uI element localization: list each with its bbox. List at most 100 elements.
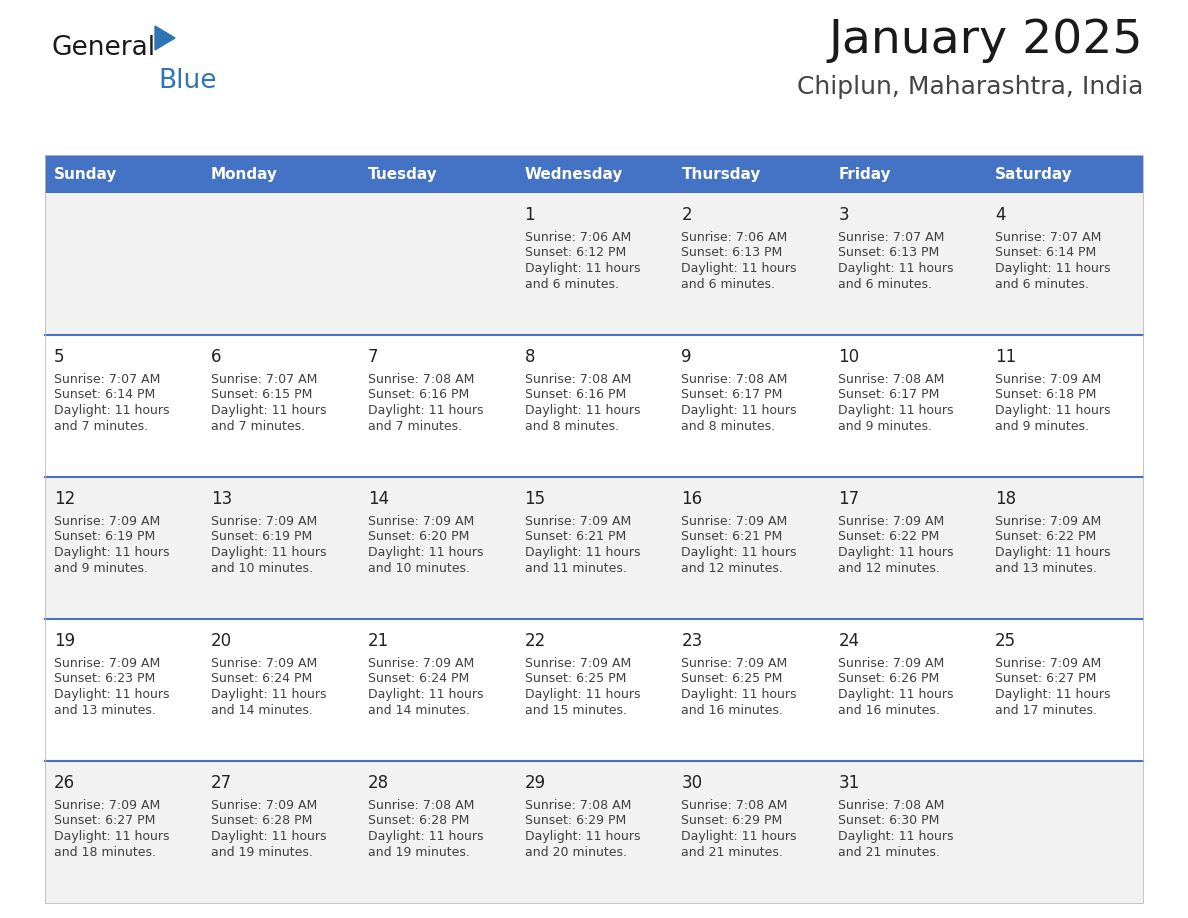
- Text: and 6 minutes.: and 6 minutes.: [525, 277, 619, 290]
- Text: Sunrise: 7:09 AM: Sunrise: 7:09 AM: [839, 657, 944, 670]
- Text: Sunset: 6:12 PM: Sunset: 6:12 PM: [525, 247, 626, 260]
- Text: Sunset: 6:22 PM: Sunset: 6:22 PM: [996, 531, 1097, 543]
- Text: 11: 11: [996, 348, 1017, 366]
- Text: Sunset: 6:26 PM: Sunset: 6:26 PM: [839, 673, 940, 686]
- Text: Sunrise: 7:08 AM: Sunrise: 7:08 AM: [525, 373, 631, 386]
- Text: and 6 minutes.: and 6 minutes.: [996, 277, 1089, 290]
- Text: Monday: Monday: [210, 166, 278, 182]
- Text: Daylight: 11 hours: Daylight: 11 hours: [525, 830, 640, 843]
- Text: and 20 minutes.: and 20 minutes.: [525, 845, 626, 858]
- Text: Sunrise: 7:06 AM: Sunrise: 7:06 AM: [682, 231, 788, 244]
- Text: 6: 6: [210, 348, 221, 366]
- Text: Sunrise: 7:08 AM: Sunrise: 7:08 AM: [839, 799, 944, 812]
- Text: Sunset: 6:30 PM: Sunset: 6:30 PM: [839, 814, 940, 827]
- Bar: [45, 619, 1143, 761]
- Text: Sunrise: 7:09 AM: Sunrise: 7:09 AM: [839, 515, 944, 528]
- Text: and 10 minutes.: and 10 minutes.: [368, 562, 469, 575]
- Text: 27: 27: [210, 774, 232, 792]
- Text: Chiplun, Maharashtra, India: Chiplun, Maharashtra, India: [797, 75, 1143, 99]
- Text: and 19 minutes.: and 19 minutes.: [210, 845, 312, 858]
- Text: Sunset: 6:24 PM: Sunset: 6:24 PM: [210, 673, 312, 686]
- Text: and 8 minutes.: and 8 minutes.: [525, 420, 619, 432]
- Text: Sunset: 6:21 PM: Sunset: 6:21 PM: [682, 531, 783, 543]
- Text: Sunrise: 7:08 AM: Sunrise: 7:08 AM: [368, 799, 474, 812]
- Text: Daylight: 11 hours: Daylight: 11 hours: [839, 830, 954, 843]
- Text: Sunset: 6:23 PM: Sunset: 6:23 PM: [53, 673, 156, 686]
- Text: Daylight: 11 hours: Daylight: 11 hours: [996, 404, 1111, 417]
- Text: Sunrise: 7:08 AM: Sunrise: 7:08 AM: [525, 799, 631, 812]
- Text: Daylight: 11 hours: Daylight: 11 hours: [210, 546, 327, 559]
- Text: Sunrise: 7:07 AM: Sunrise: 7:07 AM: [210, 373, 317, 386]
- Text: 30: 30: [682, 774, 702, 792]
- Text: 4: 4: [996, 206, 1006, 224]
- Text: and 7 minutes.: and 7 minutes.: [368, 420, 462, 432]
- Text: and 16 minutes.: and 16 minutes.: [839, 703, 940, 717]
- Text: and 6 minutes.: and 6 minutes.: [839, 277, 933, 290]
- Text: 7: 7: [368, 348, 378, 366]
- Text: Daylight: 11 hours: Daylight: 11 hours: [839, 688, 954, 701]
- Text: and 12 minutes.: and 12 minutes.: [682, 562, 783, 575]
- Text: Daylight: 11 hours: Daylight: 11 hours: [682, 830, 797, 843]
- Text: 13: 13: [210, 490, 232, 508]
- Text: 10: 10: [839, 348, 859, 366]
- Text: Sunrise: 7:06 AM: Sunrise: 7:06 AM: [525, 231, 631, 244]
- Text: Sunrise: 7:07 AM: Sunrise: 7:07 AM: [996, 231, 1101, 244]
- Text: and 6 minutes.: and 6 minutes.: [682, 277, 776, 290]
- Text: Daylight: 11 hours: Daylight: 11 hours: [996, 546, 1111, 559]
- Text: Sunrise: 7:09 AM: Sunrise: 7:09 AM: [210, 657, 317, 670]
- Text: 31: 31: [839, 774, 860, 792]
- Text: Daylight: 11 hours: Daylight: 11 hours: [525, 404, 640, 417]
- Bar: [45, 335, 1143, 477]
- Text: Sunrise: 7:09 AM: Sunrise: 7:09 AM: [53, 515, 160, 528]
- Text: 25: 25: [996, 632, 1016, 650]
- Text: Daylight: 11 hours: Daylight: 11 hours: [210, 688, 327, 701]
- Text: Sunset: 6:20 PM: Sunset: 6:20 PM: [368, 531, 469, 543]
- Text: Sunset: 6:19 PM: Sunset: 6:19 PM: [210, 531, 312, 543]
- Text: 8: 8: [525, 348, 535, 366]
- Text: Sunrise: 7:09 AM: Sunrise: 7:09 AM: [525, 515, 631, 528]
- Text: Daylight: 11 hours: Daylight: 11 hours: [996, 688, 1111, 701]
- Text: Sunrise: 7:09 AM: Sunrise: 7:09 AM: [53, 799, 160, 812]
- Text: and 9 minutes.: and 9 minutes.: [996, 420, 1089, 432]
- Text: Daylight: 11 hours: Daylight: 11 hours: [525, 546, 640, 559]
- Text: Daylight: 11 hours: Daylight: 11 hours: [368, 688, 484, 701]
- Text: Sunset: 6:19 PM: Sunset: 6:19 PM: [53, 531, 156, 543]
- Text: 21: 21: [368, 632, 388, 650]
- Text: and 17 minutes.: and 17 minutes.: [996, 703, 1098, 717]
- Text: Sunrise: 7:09 AM: Sunrise: 7:09 AM: [210, 799, 317, 812]
- Text: Daylight: 11 hours: Daylight: 11 hours: [839, 262, 954, 275]
- Text: Daylight: 11 hours: Daylight: 11 hours: [525, 688, 640, 701]
- Text: and 13 minutes.: and 13 minutes.: [53, 703, 156, 717]
- Text: 23: 23: [682, 632, 702, 650]
- Bar: [45, 193, 1143, 335]
- Text: Sunset: 6:27 PM: Sunset: 6:27 PM: [996, 673, 1097, 686]
- Text: Sunrise: 7:09 AM: Sunrise: 7:09 AM: [368, 657, 474, 670]
- Text: Blue: Blue: [158, 68, 216, 94]
- Text: and 14 minutes.: and 14 minutes.: [210, 703, 312, 717]
- Text: 14: 14: [368, 490, 388, 508]
- Bar: [45, 477, 1143, 619]
- Text: Sunset: 6:14 PM: Sunset: 6:14 PM: [53, 388, 156, 401]
- Text: 15: 15: [525, 490, 545, 508]
- Text: Sunrise: 7:07 AM: Sunrise: 7:07 AM: [839, 231, 944, 244]
- Text: Daylight: 11 hours: Daylight: 11 hours: [682, 262, 797, 275]
- Text: 9: 9: [682, 348, 691, 366]
- Text: 29: 29: [525, 774, 545, 792]
- Text: Sunrise: 7:09 AM: Sunrise: 7:09 AM: [210, 515, 317, 528]
- Text: and 21 minutes.: and 21 minutes.: [682, 845, 783, 858]
- Text: Sunrise: 7:09 AM: Sunrise: 7:09 AM: [996, 657, 1101, 670]
- Text: and 12 minutes.: and 12 minutes.: [839, 562, 940, 575]
- Text: Sunset: 6:28 PM: Sunset: 6:28 PM: [368, 814, 469, 827]
- Text: 28: 28: [368, 774, 388, 792]
- Text: and 16 minutes.: and 16 minutes.: [682, 703, 783, 717]
- Text: and 9 minutes.: and 9 minutes.: [839, 420, 933, 432]
- Text: Sunset: 6:17 PM: Sunset: 6:17 PM: [839, 388, 940, 401]
- Text: Sunrise: 7:08 AM: Sunrise: 7:08 AM: [368, 373, 474, 386]
- Text: Sunset: 6:18 PM: Sunset: 6:18 PM: [996, 388, 1097, 401]
- Text: Sunrise: 7:07 AM: Sunrise: 7:07 AM: [53, 373, 160, 386]
- Text: Sunset: 6:24 PM: Sunset: 6:24 PM: [368, 673, 469, 686]
- Text: Sunrise: 7:09 AM: Sunrise: 7:09 AM: [996, 515, 1101, 528]
- Text: Sunset: 6:29 PM: Sunset: 6:29 PM: [525, 814, 626, 827]
- Text: Sunrise: 7:09 AM: Sunrise: 7:09 AM: [525, 657, 631, 670]
- Text: Saturday: Saturday: [996, 166, 1073, 182]
